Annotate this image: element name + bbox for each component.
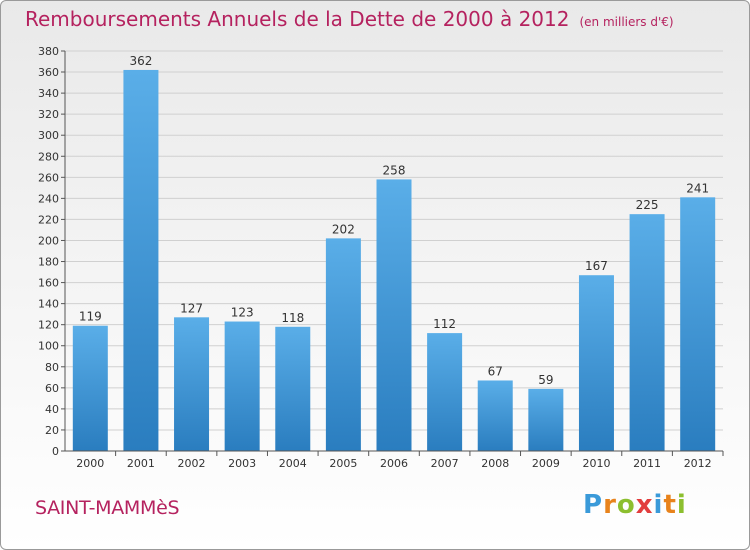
bar-2005 xyxy=(325,238,361,451)
x-tick-label: 2009 xyxy=(532,457,560,470)
y-tick-label: 140 xyxy=(38,298,59,311)
unit-label: (en milliers d'€) xyxy=(579,15,674,29)
logo-letter: i xyxy=(676,490,687,520)
logo-letter: r xyxy=(603,490,617,520)
data-label: 225 xyxy=(636,198,659,212)
data-label: 119 xyxy=(79,310,102,324)
x-tick-label: 2010 xyxy=(582,457,610,470)
x-tick-label: 2003 xyxy=(228,457,256,470)
y-tick-label: 180 xyxy=(38,256,59,269)
commune-name: SAINT-MAMMèS xyxy=(35,497,180,519)
data-label: 118 xyxy=(281,311,304,325)
data-label: 167 xyxy=(585,259,608,273)
data-labels: 119 362 127 123 118 202 258 112 67 59 167 225 241 xyxy=(79,54,709,387)
title-text: Remboursements Annuels de la Dette de 20… xyxy=(25,7,570,31)
data-label: 202 xyxy=(332,222,355,236)
y-tick-label: 160 xyxy=(38,277,59,290)
y-tick-label: 20 xyxy=(45,424,59,437)
x-tick-label: 2002 xyxy=(178,457,206,470)
data-label: 59 xyxy=(538,373,553,387)
data-label: 127 xyxy=(180,301,203,315)
x-tick-label: 2011 xyxy=(633,457,661,470)
y-tick-label: 260 xyxy=(38,171,59,184)
y-tick-label: 340 xyxy=(38,87,59,100)
bar-2000 xyxy=(72,325,108,451)
bar-2009 xyxy=(528,388,564,451)
bar-2006 xyxy=(376,179,412,451)
logo-letter: o xyxy=(616,490,636,520)
proxiti-logo: Proxiti xyxy=(583,490,687,520)
data-label: 123 xyxy=(231,306,254,320)
y-tick-label: 80 xyxy=(45,361,59,374)
chart-title: Remboursements Annuels de la Dette de 20… xyxy=(25,7,674,31)
y-tick-label: 40 xyxy=(45,403,59,416)
y-tick-label: 360 xyxy=(38,66,59,79)
data-label: 112 xyxy=(433,317,456,331)
x-tick-label: 2000 xyxy=(76,457,104,470)
x-axis-ticks: 2000 2001 2002 2003 2004 2005 2006 2007 2008 2009… xyxy=(76,451,724,470)
data-label: 362 xyxy=(129,54,152,68)
x-tick-label: 2001 xyxy=(127,457,155,470)
x-tick-label: 2004 xyxy=(279,457,307,470)
x-tick-label: 2005 xyxy=(329,457,357,470)
y-tick-label: 200 xyxy=(38,234,59,247)
bar-2004 xyxy=(275,326,311,451)
y-tick-label: 60 xyxy=(45,382,59,395)
y-tick-label: 120 xyxy=(38,319,59,332)
y-tick-label: 280 xyxy=(38,150,59,163)
logo-letter: x xyxy=(635,490,654,520)
data-label: 67 xyxy=(488,364,503,378)
bar-2003 xyxy=(224,321,260,451)
x-tick-label: 2012 xyxy=(684,457,712,470)
x-tick-label: 2008 xyxy=(481,457,509,470)
bar-2011 xyxy=(629,214,665,451)
bar-2012 xyxy=(680,197,716,451)
logo-letter: t xyxy=(663,490,677,520)
bar-2010 xyxy=(578,275,614,451)
y-tick-label: 320 xyxy=(38,108,59,121)
y-tick-label: 240 xyxy=(38,192,59,205)
bar-2007 xyxy=(427,333,463,451)
y-tick-label: 0 xyxy=(52,445,59,458)
y-tick-label: 100 xyxy=(38,340,59,353)
x-tick-label: 2006 xyxy=(380,457,408,470)
bar-2008 xyxy=(477,380,513,451)
bars xyxy=(72,69,716,452)
y-tick-label: 380 xyxy=(38,45,59,58)
y-axis-ticks: 0 20 40 60 80 100 120 140 160 180 200 220 240 260 280 3… xyxy=(38,45,65,458)
data-label: 258 xyxy=(383,163,406,177)
logo-letter: P xyxy=(583,490,604,520)
y-tick-label: 220 xyxy=(38,213,59,226)
y-tick-label: 300 xyxy=(38,129,59,142)
x-tick-label: 2007 xyxy=(431,457,459,470)
bar-2002 xyxy=(174,317,210,451)
data-label: 241 xyxy=(686,181,709,195)
logo-letter: i xyxy=(653,490,664,520)
bar-2001 xyxy=(123,69,159,452)
